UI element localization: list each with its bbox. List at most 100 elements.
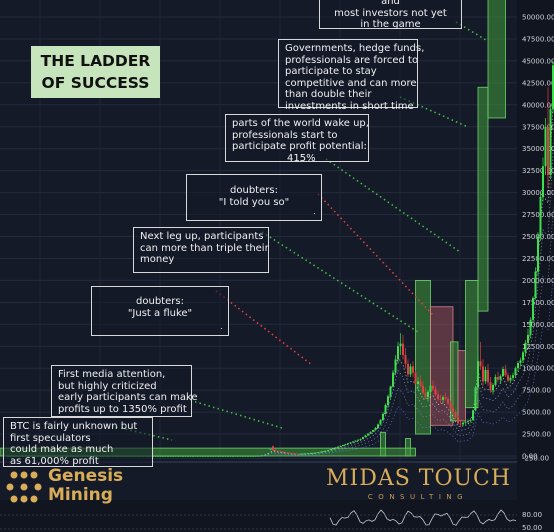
candle-down: [479, 361, 482, 367]
oscillator-tick-label: 50.00: [522, 524, 542, 532]
profit-zone-green: [450, 341, 459, 422]
y-tick-label: 2500.00: [522, 431, 551, 439]
candle-up: [527, 334, 529, 343]
candle-up: [387, 396, 389, 406]
y-tick-label: 42500.00: [522, 79, 554, 87]
candle-down: [487, 369, 489, 383]
y-tick-label: 30000.00: [522, 189, 554, 197]
annotation-text: "I told you so": [218, 196, 290, 208]
candle-down: [287, 452, 289, 454]
candle-down: [459, 423, 462, 425]
candle-up: [164, 456, 167, 457]
candle-up: [477, 361, 479, 388]
candle-up: [354, 440, 357, 442]
y-tick-label: 10000.00: [522, 365, 554, 373]
candle-up: [252, 456, 254, 457]
midas-touch-logo: MIDAS TOUCH CONSULTING: [326, 466, 510, 501]
candle-down: [424, 392, 427, 398]
candle-up: [512, 375, 514, 378]
y-tick-label: 5000.00: [522, 409, 551, 417]
candle-up: [212, 456, 214, 457]
candle-up: [317, 452, 319, 454]
candle-up: [352, 441, 354, 443]
candle-down: [292, 453, 294, 455]
candle-up: [469, 420, 472, 421]
candle-up: [214, 456, 217, 457]
candle-up: [304, 453, 307, 455]
candle-up: [269, 448, 272, 450]
y-tick-label: 27500.00: [522, 211, 554, 219]
candle-down: [294, 453, 297, 455]
drawdown-zone-red: [457, 350, 466, 422]
annotation-next-leg-up: Next leg up, participants can more than …: [133, 227, 269, 273]
genesis-mining-logo: Genesis Mining: [4, 467, 123, 511]
candle-up: [524, 342, 527, 353]
candle-up: [197, 456, 199, 457]
candle-down: [457, 417, 459, 424]
candle-up: [509, 377, 512, 381]
candle-up: [499, 376, 502, 380]
candle-up: [339, 445, 342, 447]
candle-down: [297, 453, 299, 455]
annotation-text: profits up to 1350% profit: [58, 403, 187, 415]
candle-up: [187, 456, 189, 457]
candle-up: [492, 384, 494, 391]
candle-up: [382, 413, 384, 421]
candle-up: [324, 450, 327, 452]
annotation-arrow: [215, 290, 313, 366]
annotation-world-wakes-up: parts of the world wake up, professional…: [225, 114, 369, 164]
annotation-text: professionals are forced to: [285, 54, 419, 66]
candle-up: [262, 455, 264, 457]
candle-up: [152, 456, 154, 457]
annotation-text: money: [140, 254, 175, 265]
candle-down: [274, 449, 277, 451]
annotation-text: doubters:: [230, 185, 278, 196]
candle-up: [159, 456, 162, 457]
candle-up: [347, 443, 349, 445]
candle-up: [182, 456, 184, 457]
annotation-text: BTC is fairly unknown but: [10, 421, 138, 432]
annotation-text: Next leg up, participants: [140, 231, 264, 242]
annotation-most-investors: and most investors not yet in the game: [319, 0, 462, 30]
annotation-doubters-fluke: doubters: "Just a fluke" .: [91, 286, 229, 336]
candle-down: [422, 385, 424, 393]
oscillator-line: [329, 509, 517, 526]
annotation-text: in the game: [360, 19, 421, 30]
annotation-text: doubters:: [136, 296, 184, 307]
candle-up: [464, 421, 467, 423]
candle-down: [439, 398, 442, 400]
candle-down: [272, 446, 274, 450]
annotation-text: 415%: [287, 152, 316, 164]
candle-up: [462, 422, 464, 425]
candle-up: [359, 438, 362, 440]
y-tick-label: 40000.00: [522, 101, 554, 109]
candle-up: [442, 397, 444, 400]
candle-up: [207, 456, 209, 457]
candle-up: [329, 449, 332, 451]
y-tick-label: -250.00: [522, 455, 549, 463]
candle-up: [157, 456, 159, 457]
candle-up: [529, 319, 532, 335]
candle-up: [224, 456, 227, 457]
candle-up: [384, 405, 387, 414]
candle-up: [472, 410, 474, 421]
candle-up: [307, 453, 309, 455]
candle-up: [209, 456, 212, 457]
candle-down: [412, 366, 414, 373]
candle-up: [539, 196, 542, 237]
candle-up: [367, 433, 369, 436]
annotation-text: as 61,000% profit: [10, 455, 99, 467]
candle-down: [284, 452, 287, 453]
candle-up: [312, 452, 314, 454]
candle-down: [282, 451, 284, 453]
candle-up: [257, 455, 259, 457]
candle-up: [394, 359, 397, 373]
candle-up: [184, 456, 187, 457]
candle-down: [437, 394, 439, 399]
candle-up: [174, 456, 177, 457]
candle-down: [444, 397, 447, 399]
annotation-governments-hedge-funds: Governments, hedge funds, professionals …: [278, 39, 424, 112]
candle-down: [414, 372, 417, 385]
candles: [7, 60, 554, 457]
candle-up: [522, 352, 524, 361]
